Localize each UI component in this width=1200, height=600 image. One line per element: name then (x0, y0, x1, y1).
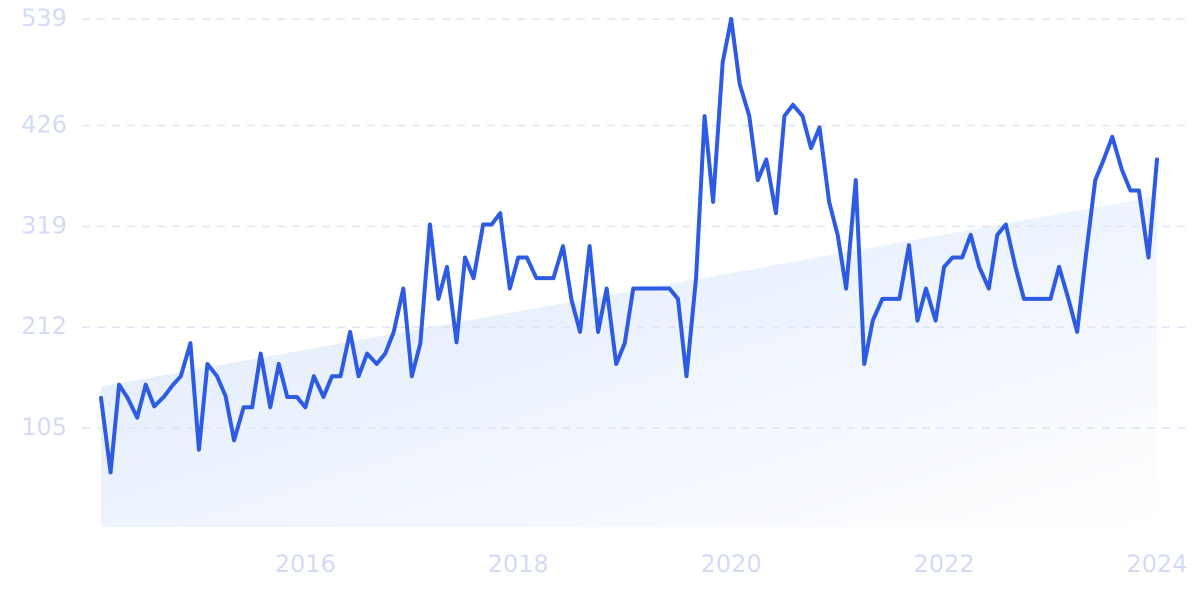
x-tick-label: 2018 (488, 550, 549, 578)
line (99, 17, 1159, 475)
x-tick-label: 2024 (1126, 550, 1187, 578)
trend-area (101, 196, 1157, 527)
y-tick-label: 212 (21, 312, 67, 340)
y-tick-label: 426 (21, 111, 67, 139)
x-tick-label: 2016 (275, 550, 336, 578)
y-tick-label: 539 (21, 4, 67, 32)
y-tick-label: 319 (21, 211, 67, 239)
x-tick-label: 2020 (701, 550, 762, 578)
y-tick-label: 105 (21, 413, 67, 441)
x-tick-label: 2022 (914, 550, 975, 578)
